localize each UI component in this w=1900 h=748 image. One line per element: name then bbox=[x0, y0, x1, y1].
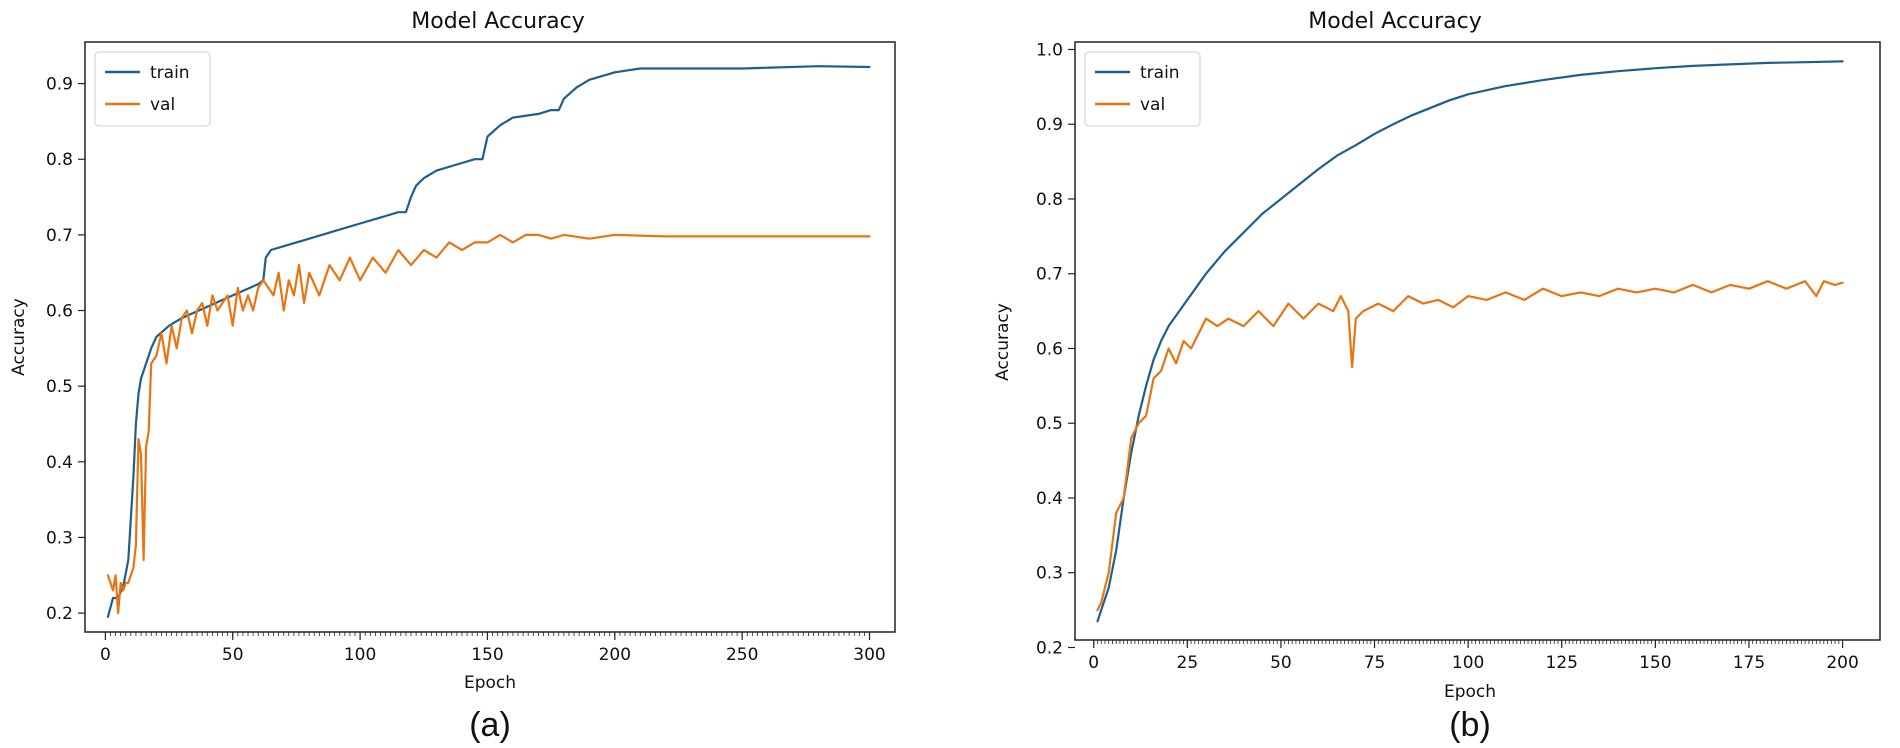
panel-b: Model Accuracy 0 25 50 75 100 125 150 175 200 0.2… bbox=[993, 9, 1881, 744]
panel-b-ticks: 0 25 50 75 100 125 150 175 200 0.2 0.3 0.4 0.5 0.6 0.7… bbox=[1036, 40, 1859, 673]
panel-a-x-tick-label: 50 bbox=[222, 645, 244, 665]
panel-a-x-axis-label: Epoch bbox=[464, 673, 516, 693]
panel-a-x-tick-label: 150 bbox=[471, 645, 503, 665]
panel-a-y-tick-label: 0.4 bbox=[46, 453, 73, 473]
panel-b-x-axis-label: Epoch bbox=[1444, 682, 1496, 702]
panel-b-y-tick-label: 0.7 bbox=[1036, 265, 1063, 285]
panel-a-y-tick-label: 0.2 bbox=[46, 604, 73, 624]
panel-b-val-line bbox=[1096, 280, 1844, 612]
panel-b-plot-frame bbox=[1074, 41, 1881, 641]
panel-b-x-tick-label: 100 bbox=[1452, 653, 1484, 673]
panel-a-ticks: 0 50 100 150 200 250 300 0.2 0.3 0.4 0.5 0.6 0.7 0.8 0… bbox=[46, 75, 886, 665]
panel-a-train-line bbox=[106, 65, 871, 619]
panel-b-y-tick-label: 0.9 bbox=[1036, 115, 1063, 135]
panel-a-title: Model Accuracy bbox=[411, 9, 585, 34]
panel-b-y-tick-label: 0.5 bbox=[1036, 414, 1063, 434]
panel-b-legend-val-label: val bbox=[1140, 95, 1165, 115]
panel-b-series bbox=[1096, 60, 1844, 623]
panel-a-y-tick-label: 0.7 bbox=[46, 226, 73, 246]
panel-b-legend-box bbox=[1084, 51, 1201, 127]
panel-a-x-tick-label: 300 bbox=[853, 645, 885, 665]
panel-a-x-tick-label: 200 bbox=[599, 645, 631, 665]
panel-a-x-tick-label: 250 bbox=[726, 645, 758, 665]
panel-a-y-tick-label: 0.6 bbox=[46, 302, 73, 322]
panel-b-legend: train val bbox=[1084, 51, 1201, 127]
panel-a-y-tick-label: 0.8 bbox=[46, 150, 73, 170]
panel-b-y-axis-label: Accuracy bbox=[993, 303, 1013, 381]
panel-a-val-line bbox=[106, 233, 871, 615]
panel-b-y-tick-label: 0.4 bbox=[1036, 489, 1063, 509]
panel-a-y-tick-label: 0.3 bbox=[46, 528, 73, 548]
panel-a-legend-train-label: train bbox=[150, 63, 190, 83]
panel-b-x-tick-label: 0 bbox=[1088, 653, 1099, 673]
panel-b-y-tick-label: 0.6 bbox=[1036, 339, 1063, 359]
panel-b-y-tick-label: 0.2 bbox=[1036, 638, 1063, 658]
panel-b-x-tick-label: 50 bbox=[1270, 653, 1292, 673]
panel-b-y-tick-label: 0.8 bbox=[1036, 190, 1063, 210]
panel-b-caption: (b) bbox=[1449, 706, 1491, 744]
panel-a-y-tick-label: 0.5 bbox=[46, 377, 73, 397]
panel-b-y-tick-label: 1.0 bbox=[1036, 40, 1063, 60]
panel-a-legend-box bbox=[94, 51, 211, 127]
panel-a-legend: train val bbox=[94, 51, 211, 127]
panel-b-x-tick-label: 125 bbox=[1546, 653, 1578, 673]
panel-b-legend-train-label: train bbox=[1140, 63, 1180, 83]
panel-b-train-line bbox=[1096, 60, 1844, 623]
panel-a-x-tick-label: 100 bbox=[344, 645, 376, 665]
panel-b-x-tick-label: 25 bbox=[1177, 653, 1199, 673]
panel-a-series bbox=[106, 65, 871, 619]
panel-b-x-tick-label: 200 bbox=[1826, 653, 1858, 673]
panel-b-x-tick-label: 175 bbox=[1733, 653, 1765, 673]
panel-b-y-tick-label: 0.3 bbox=[1036, 564, 1063, 584]
panel-a-legend-val-label: val bbox=[150, 95, 175, 115]
panel-a-y-axis-label: Accuracy bbox=[9, 298, 29, 376]
panel-a-y-tick-label: 0.9 bbox=[46, 75, 73, 95]
panel-b-x-tick-label: 150 bbox=[1639, 653, 1671, 673]
panel-a-caption: (a) bbox=[469, 706, 511, 744]
panel-b-x-tick-label: 75 bbox=[1364, 653, 1386, 673]
panel-b-title: Model Accuracy bbox=[1308, 9, 1482, 34]
panel-a-x-tick-label: 0 bbox=[100, 645, 111, 665]
panel-a-plot-frame bbox=[84, 41, 896, 633]
panel-a: Model Accuracy 0 50 100 150 200 250 3000.20.30… bbox=[9, 9, 896, 744]
